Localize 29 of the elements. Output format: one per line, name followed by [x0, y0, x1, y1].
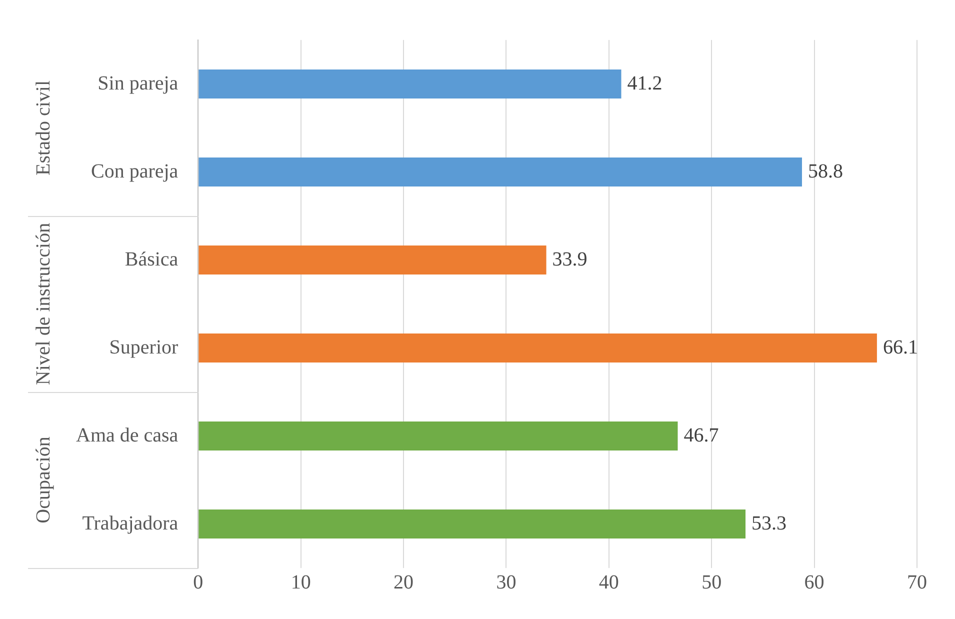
x-tick-label: 10 — [290, 571, 311, 594]
bar — [198, 421, 678, 451]
y-tick-label: Básica — [124, 248, 178, 270]
text: Estado civil — [32, 80, 54, 176]
bar — [198, 157, 802, 187]
y-tick-label: Trabajadora — [82, 512, 178, 534]
x-tick-label: 40 — [598, 571, 619, 594]
bar — [198, 333, 877, 363]
x-tick-label: 50 — [702, 571, 722, 594]
data-label: 58.8 — [808, 160, 843, 182]
x-tick-label: 20 — [394, 571, 414, 594]
data-label: 53.3 — [752, 512, 787, 534]
bar — [198, 69, 622, 99]
text: Nivel de instrucción — [32, 222, 54, 386]
bar — [198, 245, 546, 275]
y-tick-label: Con pareja — [90, 160, 178, 182]
text: Ocupación — [32, 436, 54, 524]
bar — [198, 509, 746, 539]
y-tick-label: Sin pareja — [98, 72, 178, 94]
y-tick-label: Superior — [109, 336, 178, 358]
data-label: 41.2 — [627, 72, 662, 94]
data-label: 46.7 — [684, 424, 719, 446]
data-label: 66.1 — [882, 336, 918, 358]
x-tick-label: 70 — [907, 571, 927, 594]
y-tick-label: Ama de casa — [76, 424, 178, 446]
x-tick-label: 30 — [496, 571, 516, 594]
x-tick-label: 0 — [193, 571, 204, 594]
x-tick-label: 60 — [804, 571, 824, 594]
data-label: 33.9 — [552, 248, 588, 270]
